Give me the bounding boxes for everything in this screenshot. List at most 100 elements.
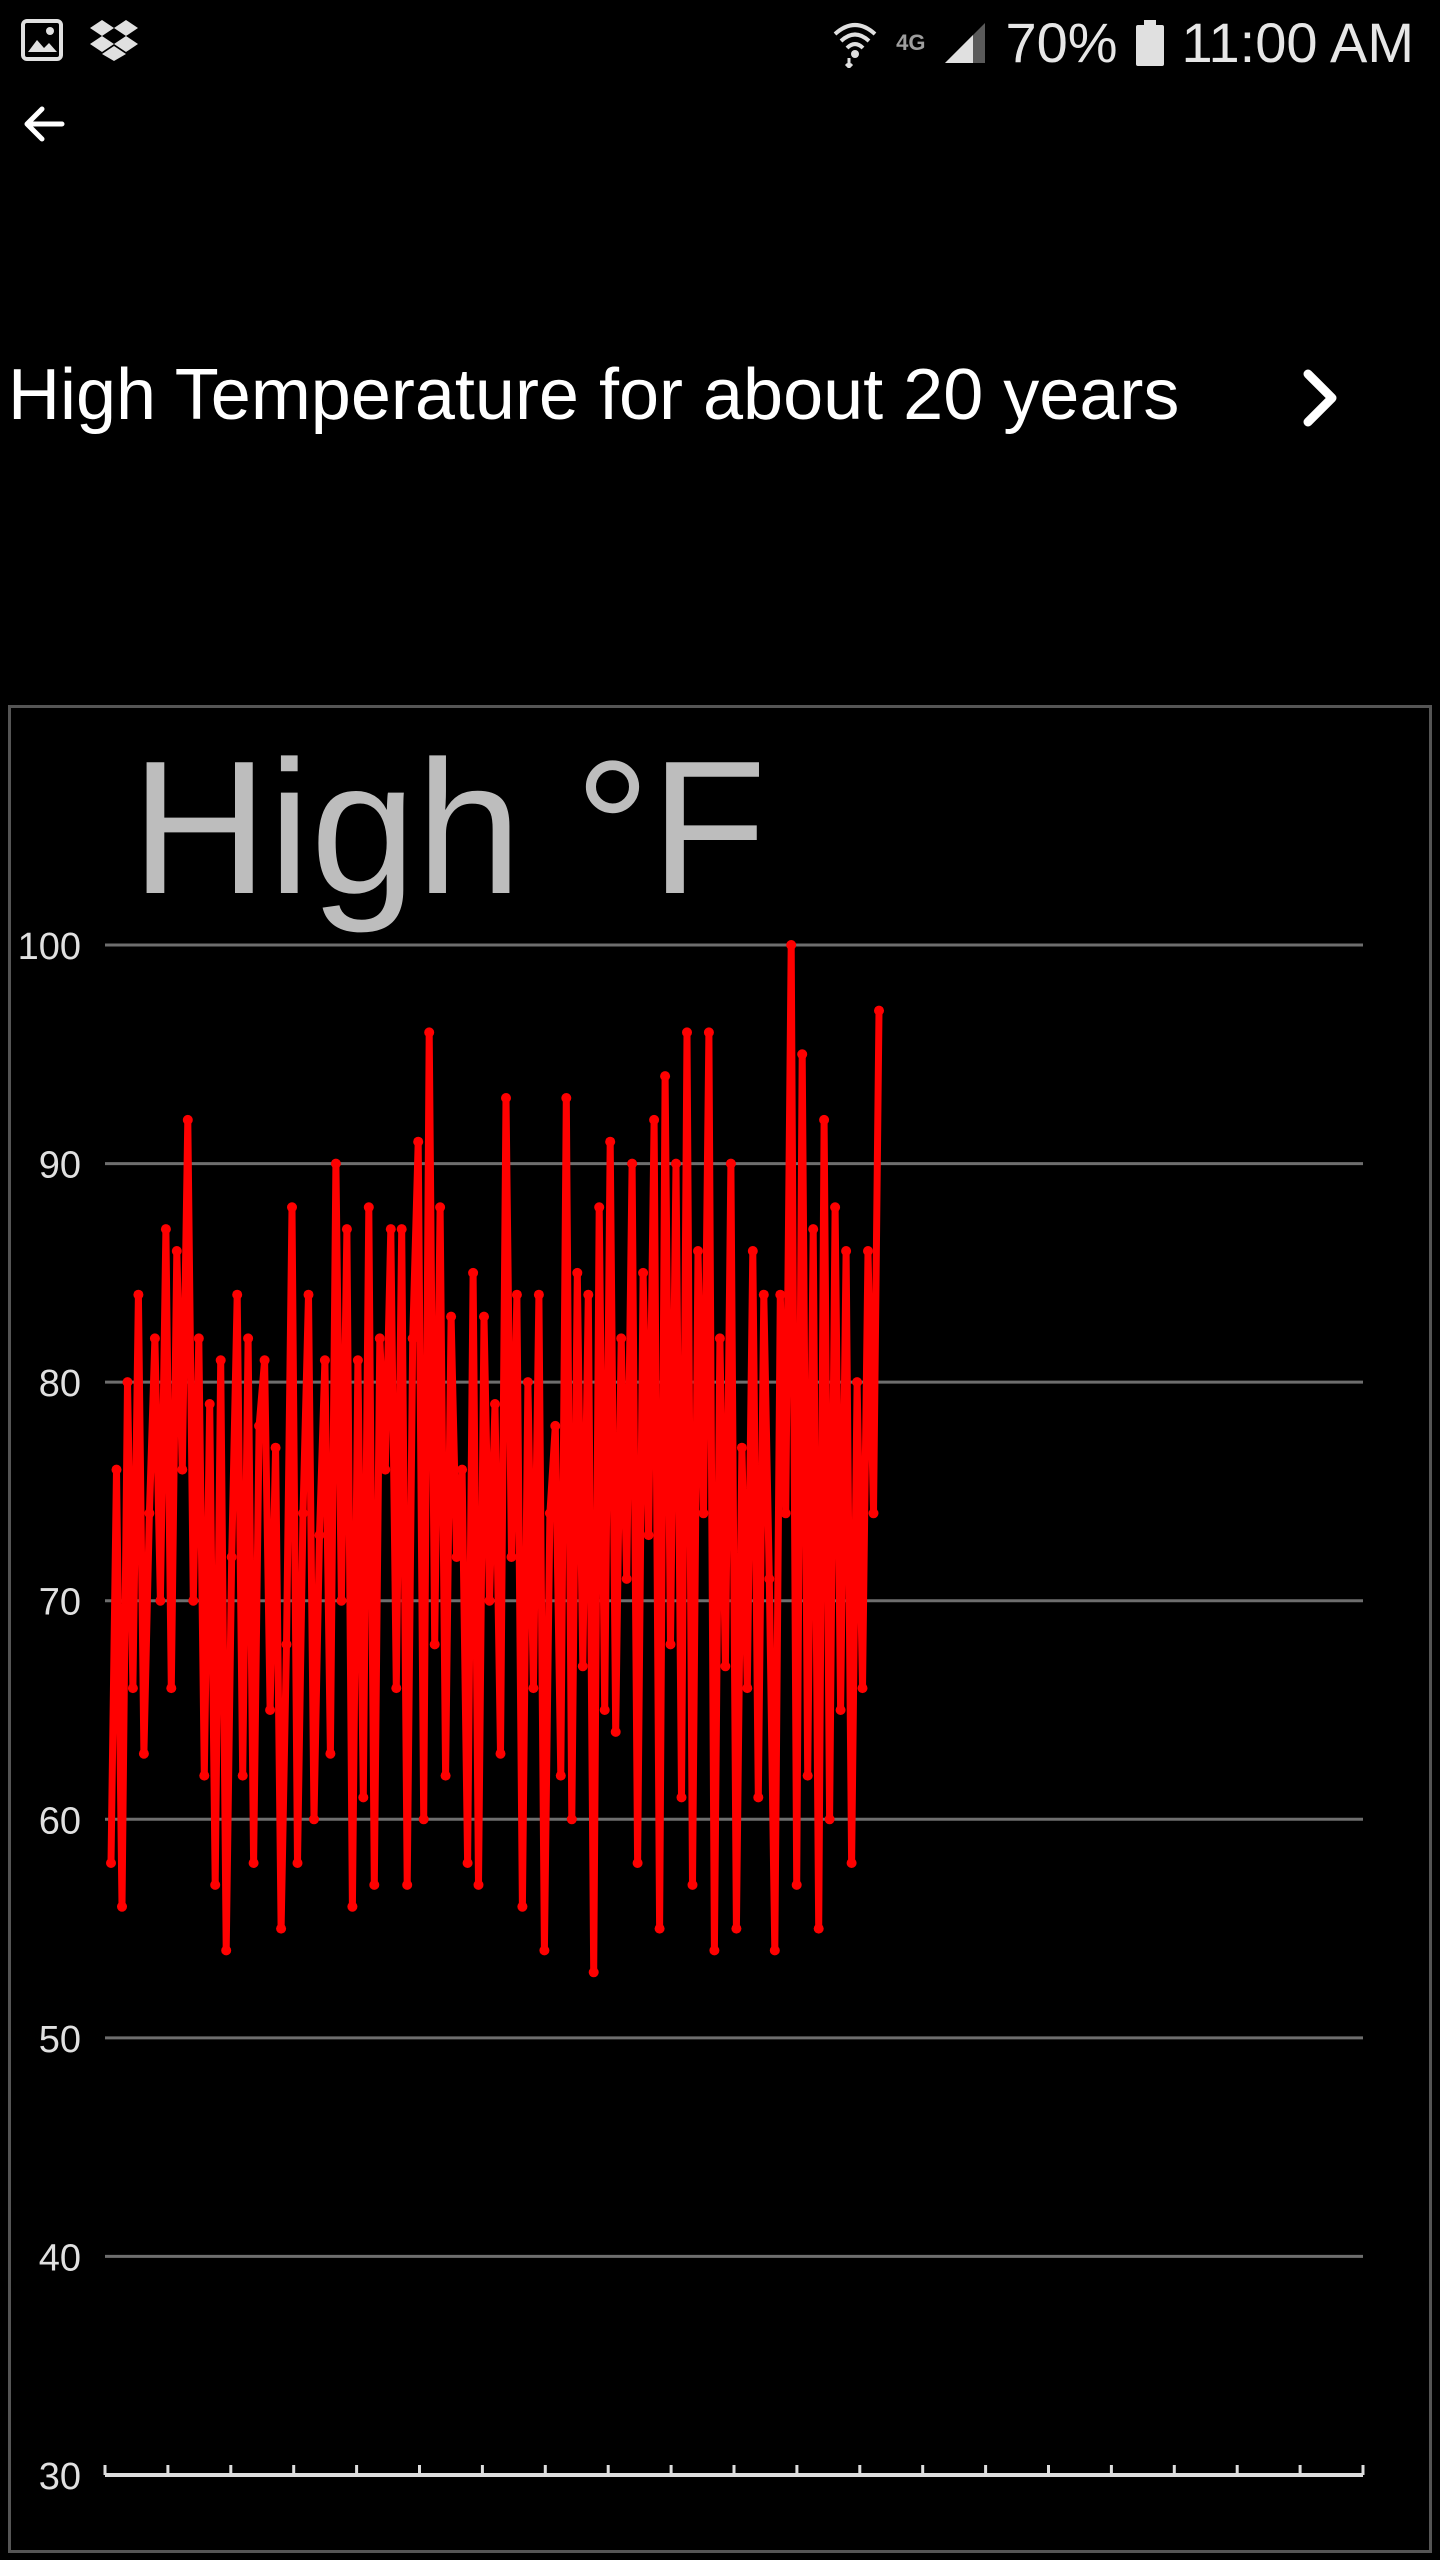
data-point bbox=[117, 1901, 127, 1912]
data-point bbox=[385, 1224, 396, 1235]
data-point bbox=[506, 1552, 517, 1562]
data-point bbox=[226, 1552, 237, 1562]
data-point bbox=[539, 1945, 550, 1956]
data-point bbox=[468, 1267, 479, 1278]
data-point bbox=[857, 1683, 868, 1694]
data-point bbox=[555, 1770, 566, 1781]
data-point bbox=[660, 1071, 671, 1082]
y-tick-label: 30 bbox=[39, 2456, 81, 2498]
data-point bbox=[797, 1049, 808, 1060]
page-title: High Temperature for about 20 years bbox=[8, 355, 1180, 435]
back-button[interactable] bbox=[12, 92, 76, 156]
data-point bbox=[281, 1639, 292, 1650]
data-point bbox=[193, 1333, 204, 1344]
data-point bbox=[122, 1377, 133, 1388]
data-point bbox=[846, 1858, 857, 1868]
data-point bbox=[292, 1858, 303, 1868]
data-point bbox=[753, 1792, 764, 1803]
data-point bbox=[638, 1267, 649, 1278]
data-point bbox=[786, 940, 797, 950]
data-point bbox=[758, 1289, 769, 1300]
data-point bbox=[144, 1508, 155, 1519]
system-indicators: 4G 70% 11:00 AM bbox=[832, 10, 1414, 75]
network-type-label: 4G bbox=[896, 29, 926, 55]
data-point bbox=[616, 1333, 627, 1344]
data-point bbox=[314, 1530, 325, 1541]
data-point bbox=[237, 1770, 248, 1781]
data-point bbox=[533, 1289, 544, 1300]
data-point bbox=[528, 1683, 539, 1694]
next-chart-button[interactable] bbox=[1280, 358, 1360, 438]
data-point bbox=[435, 1202, 446, 1213]
data-point bbox=[610, 1726, 621, 1737]
data-point bbox=[177, 1464, 188, 1475]
data-point bbox=[204, 1399, 215, 1409]
data-point bbox=[303, 1289, 314, 1300]
data-point bbox=[407, 1333, 418, 1344]
data-point bbox=[276, 1923, 287, 1934]
wifi-icon bbox=[832, 18, 878, 68]
data-point bbox=[287, 1202, 297, 1213]
data-point bbox=[841, 1246, 852, 1256]
data-point bbox=[352, 1355, 363, 1366]
data-point bbox=[550, 1420, 561, 1431]
data-point bbox=[182, 1114, 193, 1125]
data-point bbox=[720, 1661, 731, 1672]
data-point bbox=[243, 1333, 254, 1344]
data-point bbox=[358, 1792, 369, 1803]
data-point bbox=[106, 1858, 116, 1868]
data-point bbox=[330, 1158, 341, 1169]
data-point bbox=[665, 1639, 676, 1650]
data-point bbox=[341, 1224, 352, 1235]
dropbox-icon bbox=[90, 18, 138, 67]
data-point bbox=[374, 1333, 385, 1344]
data-point bbox=[413, 1136, 424, 1147]
data-point bbox=[429, 1639, 440, 1650]
data-point bbox=[369, 1879, 380, 1890]
data-point bbox=[188, 1595, 199, 1606]
data-point bbox=[309, 1814, 319, 1825]
data-point bbox=[698, 1508, 709, 1519]
y-tick-label: 60 bbox=[39, 1800, 81, 1842]
data-point bbox=[621, 1573, 632, 1584]
data-point bbox=[325, 1748, 336, 1759]
data-point bbox=[566, 1814, 577, 1825]
data-point bbox=[517, 1901, 528, 1912]
data-point bbox=[742, 1683, 753, 1694]
data-point bbox=[714, 1333, 725, 1344]
data-point bbox=[769, 1945, 780, 1956]
data-point bbox=[588, 1967, 599, 1978]
data-point bbox=[462, 1858, 473, 1868]
data-point bbox=[511, 1289, 522, 1300]
data-point bbox=[643, 1530, 654, 1541]
gallery-icon bbox=[20, 18, 64, 67]
data-point bbox=[501, 1093, 511, 1103]
data-point bbox=[380, 1464, 391, 1475]
data-point bbox=[791, 1879, 802, 1890]
data-point bbox=[583, 1289, 594, 1300]
data-point bbox=[703, 1027, 714, 1038]
data-point bbox=[522, 1377, 533, 1388]
data-point bbox=[457, 1464, 468, 1475]
data-point bbox=[160, 1224, 171, 1235]
data-point bbox=[561, 1093, 572, 1103]
chart-selector-row[interactable]: High Temperature for about 20 years bbox=[0, 330, 1440, 470]
data-point bbox=[440, 1770, 451, 1781]
data-point bbox=[166, 1683, 177, 1694]
data-point bbox=[676, 1792, 687, 1803]
y-tick-label: 80 bbox=[39, 1363, 81, 1405]
data-point bbox=[572, 1267, 583, 1278]
data-point bbox=[111, 1464, 122, 1475]
data-point bbox=[599, 1705, 610, 1715]
data-point bbox=[802, 1770, 813, 1781]
data-point bbox=[544, 1508, 555, 1519]
y-tick-label: 100 bbox=[18, 926, 81, 968]
data-point bbox=[215, 1355, 226, 1366]
back-arrow-icon bbox=[24, 106, 65, 142]
data-point bbox=[775, 1289, 786, 1300]
data-point bbox=[149, 1333, 160, 1344]
data-point bbox=[319, 1355, 330, 1366]
data-point bbox=[171, 1246, 182, 1256]
cell-signal-icon bbox=[943, 21, 987, 65]
data-point bbox=[396, 1224, 407, 1235]
